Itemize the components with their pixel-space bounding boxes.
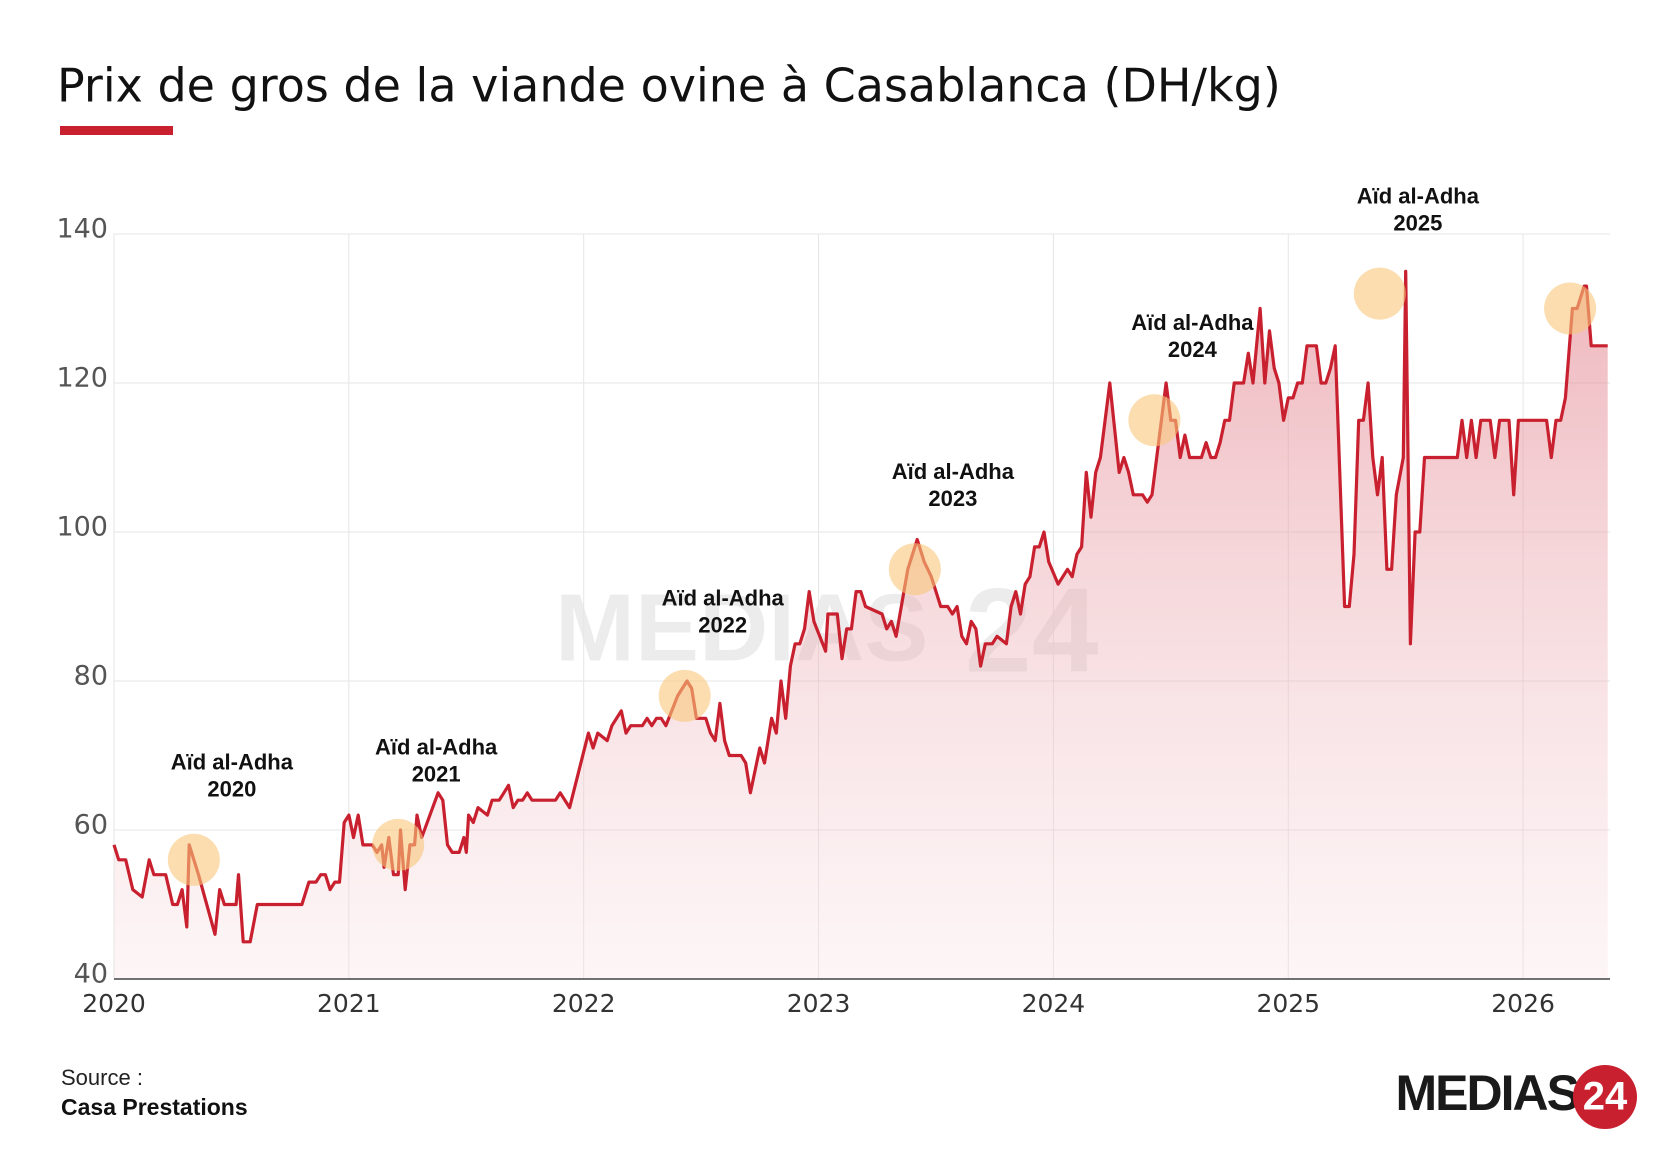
source-label: Source : (61, 1065, 143, 1090)
annotation-year: 2020 (207, 777, 256, 802)
x-tick-label: 2021 (317, 989, 381, 1018)
x-tick-label: 2020 (82, 989, 146, 1018)
annotation-text: Aïd al-Adha (1131, 310, 1254, 335)
source: Casa Prestations (61, 1094, 248, 1120)
highlight (372, 818, 425, 871)
logo: MEDIAS (1396, 1065, 1579, 1121)
highlight (658, 669, 711, 722)
y-tick-label: 100 (56, 512, 108, 543)
y-tick-label: 40 (74, 959, 108, 990)
x-tick-label: 2026 (1491, 989, 1555, 1018)
highlight (167, 833, 220, 886)
highlight (1544, 282, 1597, 335)
annotation-text: Aïd al-Adha (1357, 183, 1480, 208)
highlight (1128, 394, 1181, 447)
annotation-text: Aïd al-Adha (171, 750, 294, 775)
chart-title: Prix de gros de la viande ovine à Casabl… (57, 59, 1281, 113)
x-tick-label: 2023 (787, 989, 851, 1018)
annotation-year: 2025 (1393, 210, 1442, 235)
title-underline (60, 126, 173, 135)
y-tick-label: 80 (74, 661, 108, 692)
y-tick-label: 140 (56, 214, 108, 245)
highlight (1353, 267, 1406, 320)
annotation-year: 2022 (698, 613, 747, 638)
x-tick-label: 2025 (1256, 989, 1320, 1018)
x-tick-label: 2024 (1022, 989, 1086, 1018)
area (114, 271, 1608, 979)
annotation-year: 2024 (1168, 337, 1218, 362)
plot-area: MEDIAS2440608010012014020202021202220232… (56, 183, 1610, 1018)
y-tick-label: 120 (56, 363, 108, 394)
highlight (888, 543, 941, 596)
y-tick-label: 60 (74, 810, 108, 841)
annotation-text: Aïd al-Adha (662, 586, 785, 611)
annotation-text: Aïd al-Adha (375, 735, 498, 760)
annotation-text: Aïd al-Adha (892, 459, 1015, 484)
annotation-year: 2023 (928, 486, 977, 511)
x-tick-label: 2022 (552, 989, 616, 1018)
logo-badge: 24 (1583, 1075, 1628, 1119)
annotation-year: 2021 (412, 762, 461, 787)
logo-badge-circle (1573, 1065, 1637, 1129)
